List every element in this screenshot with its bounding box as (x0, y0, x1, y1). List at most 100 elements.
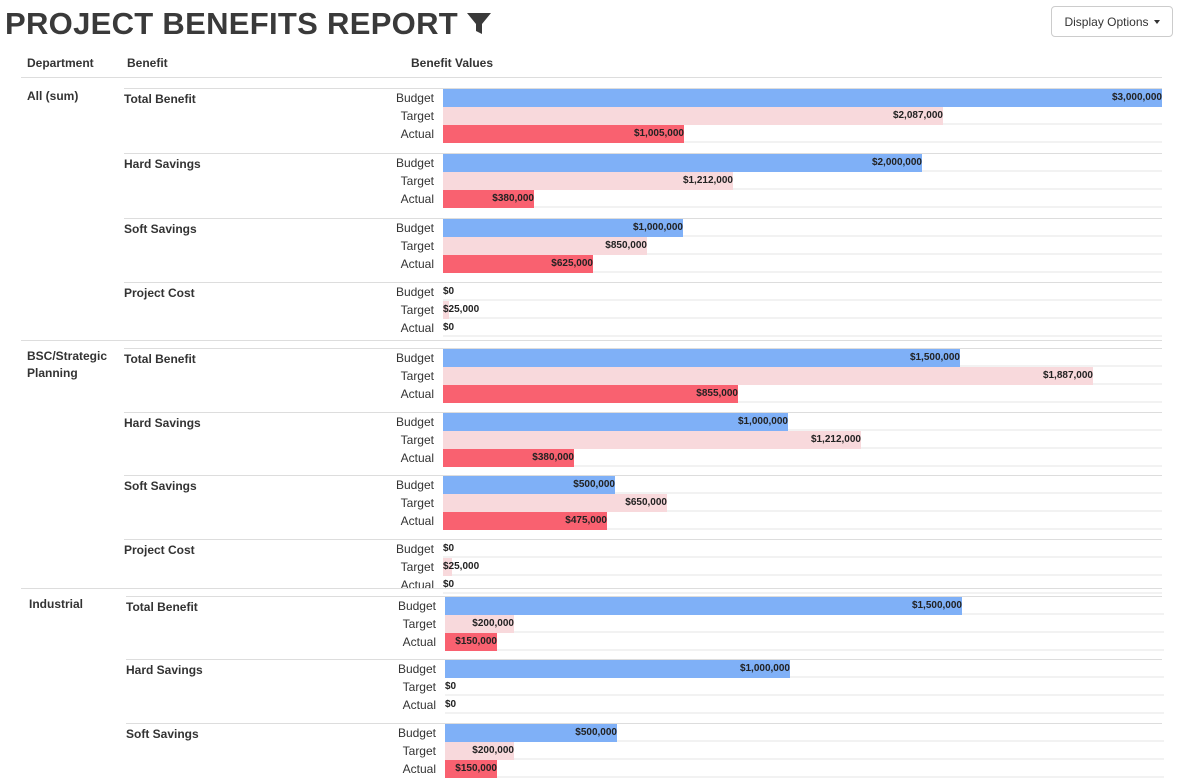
bar-track (443, 141, 1162, 143)
bar-track (443, 492, 1162, 494)
benefit-name: Project Cost (124, 286, 195, 300)
bar-track (443, 188, 1162, 190)
bar-actual (445, 760, 497, 778)
row-label-budget: Budget (397, 726, 436, 740)
value-label: $1,005,000 (633, 128, 684, 139)
bar-actual (443, 449, 574, 467)
row-label-budget: Budget (395, 351, 434, 365)
bar-budget (445, 660, 790, 678)
value-label: $1,212,000 (682, 175, 733, 186)
bar-budget (443, 413, 788, 431)
bar-actual (443, 190, 534, 208)
bar-target (443, 494, 667, 512)
bar-track (443, 528, 1162, 530)
department-divider (21, 340, 1162, 341)
bar-track (443, 299, 1162, 301)
bar-target (443, 237, 647, 255)
bar-track (443, 335, 1162, 337)
bar-budget (443, 154, 922, 172)
bar-target (443, 431, 861, 449)
benefit-divider (124, 88, 1162, 89)
value-label: $500,000 (575, 727, 617, 738)
bar-track (443, 592, 1162, 594)
benefit-name: Soft Savings (126, 727, 199, 741)
row-label-actual: Actual (400, 127, 434, 141)
row-label-actual: Actual (402, 635, 436, 649)
department-name: All (sum) (27, 89, 79, 103)
value-label: $200,000 (472, 618, 514, 629)
value-label: $3,000,000 (1111, 92, 1162, 103)
benefit-name: Soft Savings (124, 479, 197, 493)
benefit-divider (124, 412, 1162, 413)
row-label-target: Target (402, 617, 436, 631)
bar-target (443, 107, 943, 125)
row-label-budget: Budget (397, 599, 436, 613)
bar-target (443, 172, 733, 190)
benefit-divider (124, 153, 1162, 154)
benefit-name: Hard Savings (124, 157, 201, 171)
value-label: $625,000 (551, 258, 593, 269)
bar-track (443, 465, 1162, 467)
value-label: $0 (443, 579, 455, 590)
bar-track (445, 676, 1164, 678)
row-label-target: Target (400, 174, 434, 188)
column-header-benefit-values[interactable]: Benefit Values (411, 56, 494, 70)
benefit-name: Total Benefit (124, 352, 196, 366)
value-label: $200,000 (472, 745, 514, 756)
bar-track (443, 317, 1162, 319)
header-divider (21, 77, 1162, 78)
benefit-name: Total Benefit (124, 92, 196, 106)
bar-track (445, 694, 1164, 696)
bar-track (445, 776, 1164, 778)
filter-icon[interactable] (466, 11, 492, 37)
benefit-divider (124, 218, 1162, 219)
row-label-actual: Actual (402, 698, 436, 712)
row-label-target: Target (400, 239, 434, 253)
row-label-target: Target (400, 433, 434, 447)
value-label: $0 (445, 681, 457, 692)
benefit-divider (124, 475, 1162, 476)
row-label-actual: Actual (400, 257, 434, 271)
row-label-target: Target (400, 109, 434, 123)
bar-actual (445, 633, 497, 651)
value-label: $0 (445, 699, 457, 710)
value-label: $380,000 (492, 193, 534, 204)
bar-track (443, 429, 1162, 431)
benefit-divider (124, 348, 1162, 349)
display-options-button[interactable]: Display Options (1051, 6, 1173, 37)
value-label: $1,500,000 (909, 352, 960, 363)
value-label: $25,000 (443, 561, 480, 572)
row-label-budget: Budget (395, 542, 434, 556)
bar-actual (443, 385, 738, 403)
column-header-department[interactable]: Department (27, 56, 94, 70)
value-label: $150,000 (455, 763, 497, 774)
bar-track (443, 574, 1162, 576)
value-label: $1,000,000 (739, 663, 790, 674)
bar-track (443, 206, 1162, 208)
row-label-budget: Budget (397, 662, 436, 676)
benefit-divider (126, 723, 1162, 724)
benefit-divider (126, 596, 1162, 597)
benefit-name: Soft Savings (124, 222, 197, 236)
column-header-benefit[interactable]: Benefit (127, 56, 168, 70)
bar-track (445, 740, 1164, 742)
bar-track (445, 758, 1164, 760)
value-label: $25,000 (443, 304, 480, 315)
benefit-divider (124, 539, 1162, 540)
row-label-target: Target (400, 560, 434, 574)
row-label-budget: Budget (395, 415, 434, 429)
department-name: BSC/Strategic Planning (27, 349, 108, 380)
value-label: $1,887,000 (1042, 370, 1093, 381)
bar-track (445, 649, 1164, 651)
bar-budget (443, 349, 960, 367)
bar-track (443, 510, 1162, 512)
bar-track (445, 631, 1164, 633)
bar-track (443, 556, 1162, 558)
bar-target (445, 615, 514, 633)
bar-budget (443, 476, 615, 494)
row-label-target: Target (402, 680, 436, 694)
bar-budget (445, 597, 962, 615)
value-label: $650,000 (625, 497, 667, 508)
page-title: PROJECT BENEFITS REPORT (5, 6, 492, 42)
value-label: $1,212,000 (810, 434, 861, 445)
